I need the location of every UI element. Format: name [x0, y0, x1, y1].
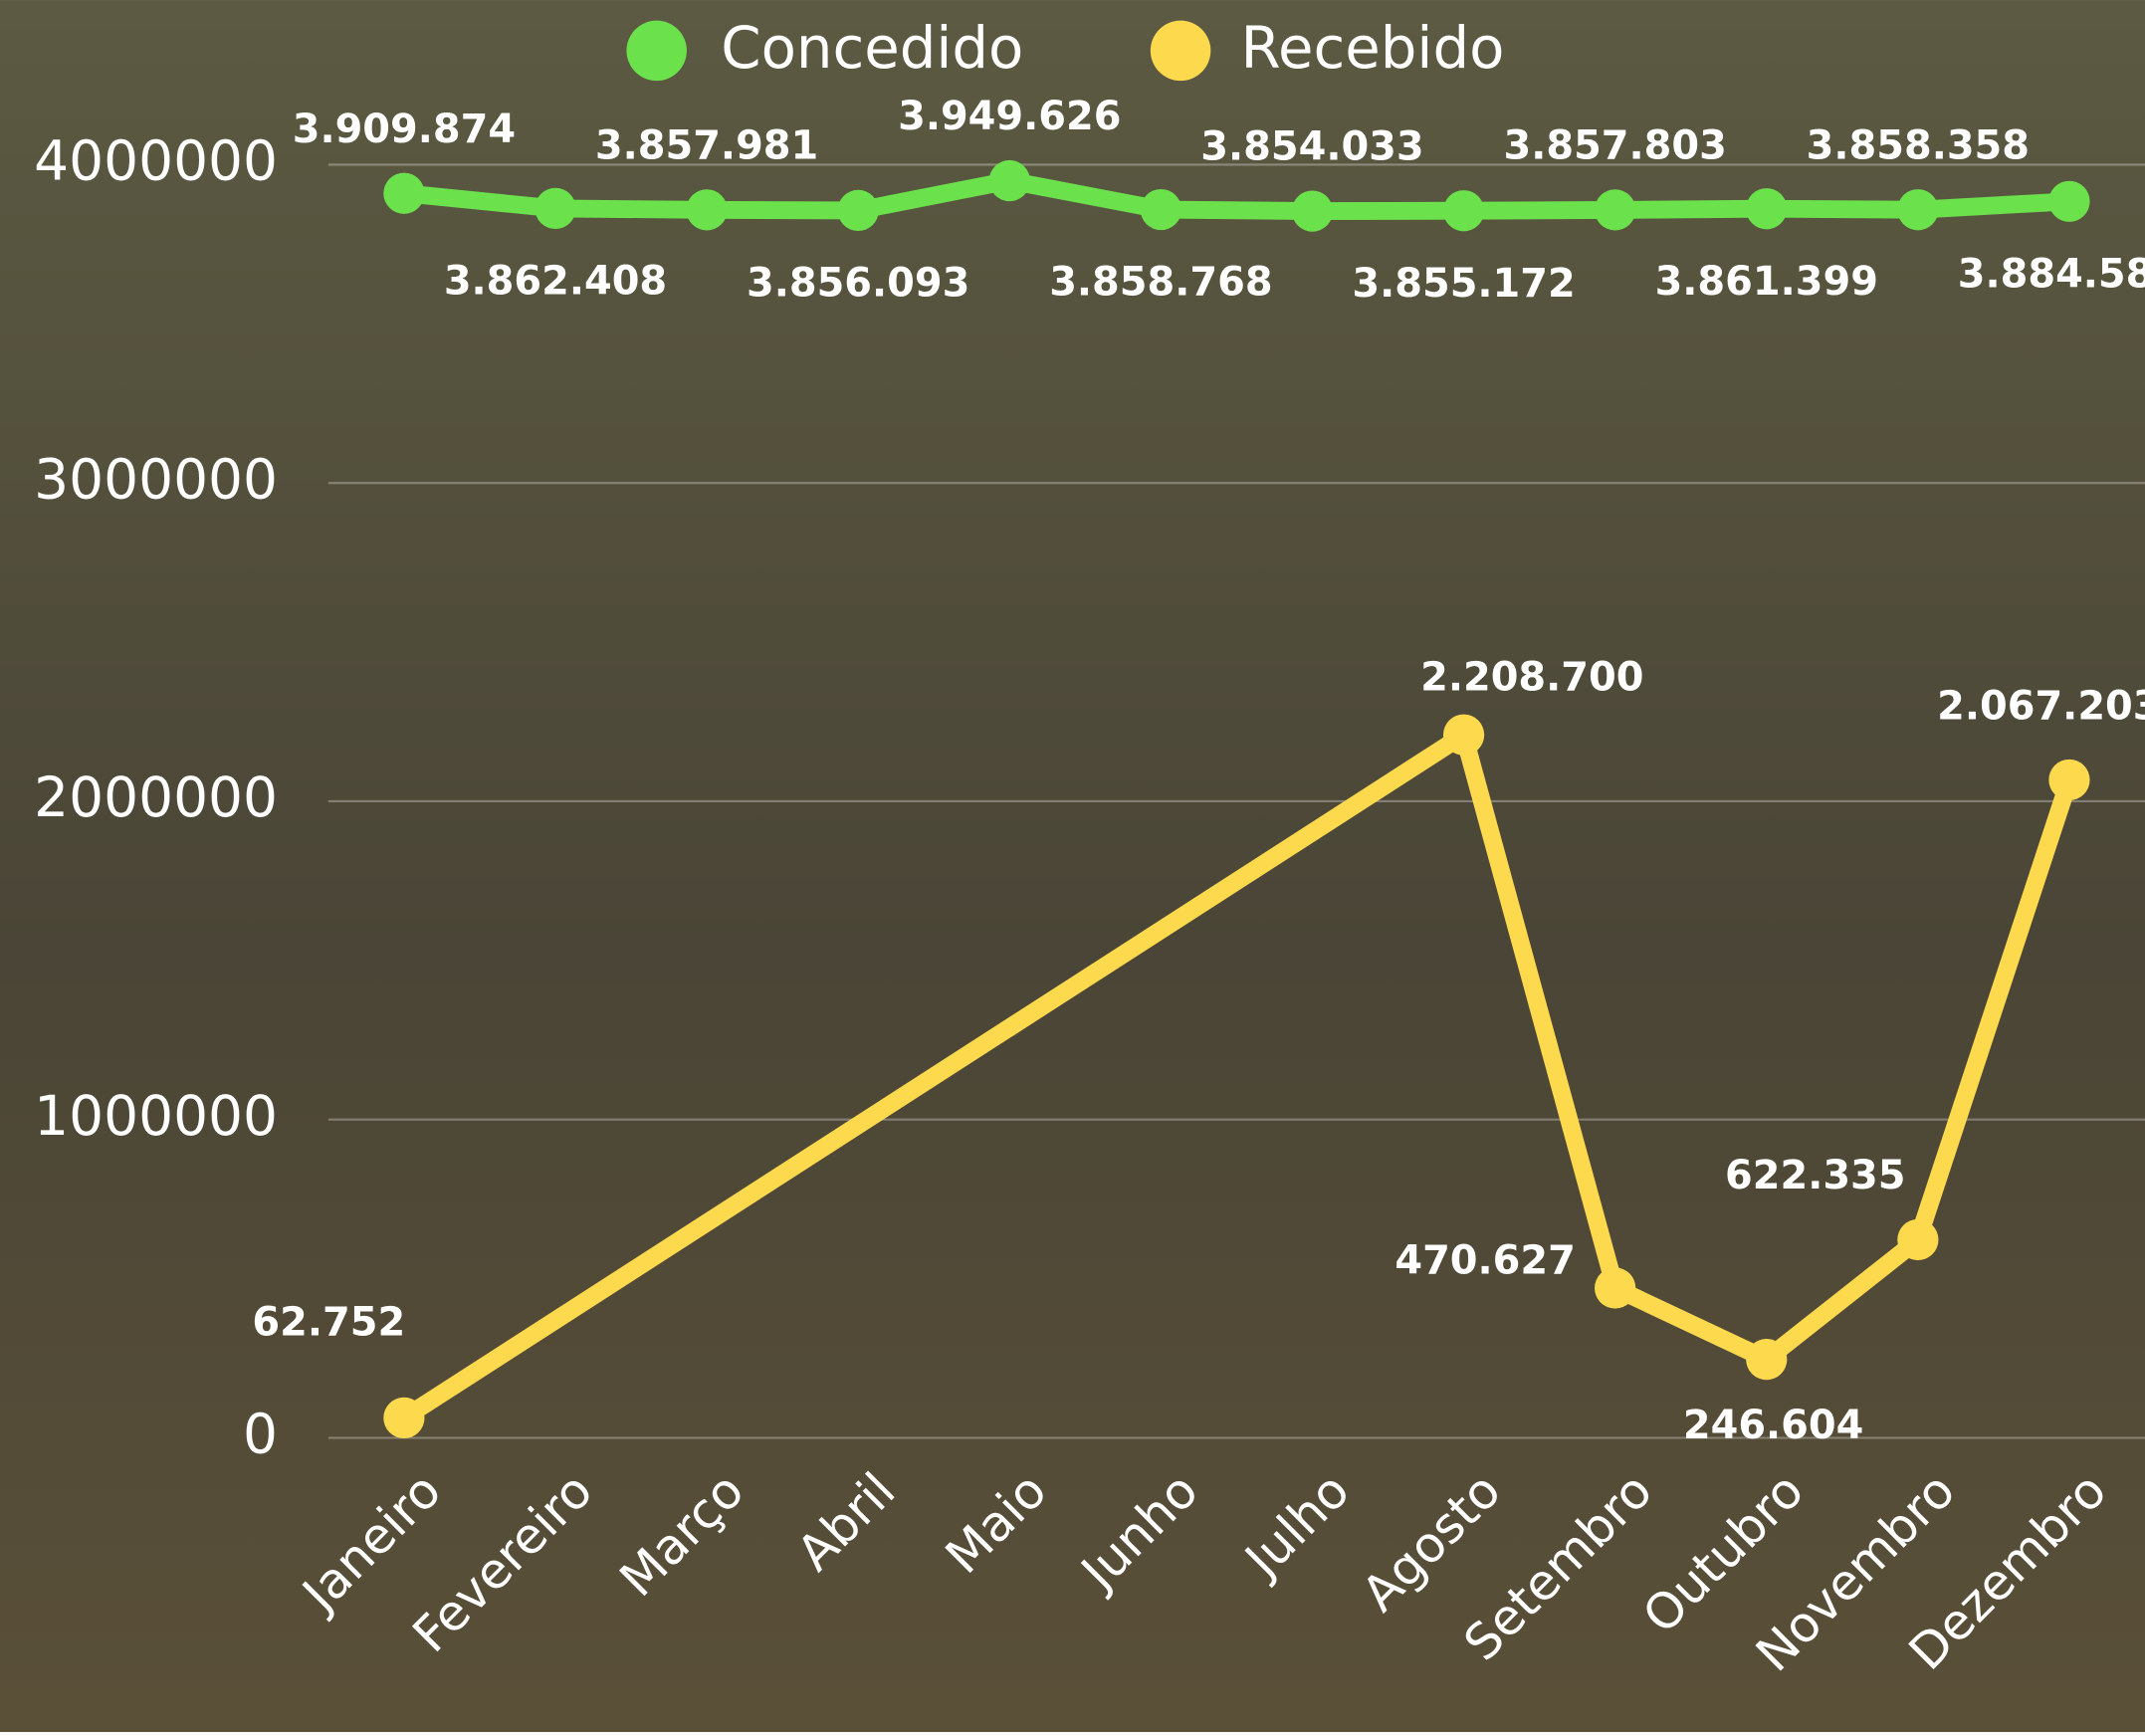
legend-swatch: [626, 20, 687, 82]
data-label: 3.855.172: [1352, 261, 1575, 307]
y-tick-label: 1000000: [34, 1084, 278, 1148]
data-point: [1140, 188, 1181, 231]
legend-label: Recebido: [1241, 14, 1505, 82]
data-point: [1595, 1267, 1636, 1309]
data-label: 3.861.399: [1655, 259, 1878, 305]
legend-label: Concedido: [721, 14, 1023, 82]
y-tick-label: 4000000: [34, 129, 278, 193]
data-label: 3.949.626: [898, 94, 1121, 139]
data-label: 2.208.700: [1420, 655, 1643, 701]
y-tick-label: 3000000: [34, 447, 278, 511]
data-point: [1746, 188, 1788, 230]
data-label: 3.862.408: [444, 258, 667, 304]
data-point: [686, 189, 728, 231]
data-point: [1291, 190, 1334, 232]
data-point: [383, 1397, 425, 1439]
data-point: [1897, 189, 1939, 231]
data-label: 3.857.803: [1503, 123, 1726, 169]
data-point: [1442, 714, 1485, 756]
data-label: 246.604: [1683, 1403, 1863, 1448]
data-point: [1746, 1339, 1788, 1381]
data-label: 622.335: [1725, 1153, 1905, 1198]
y-tick-label: 2000000: [34, 765, 278, 829]
series-line: [399, 726, 2078, 1425]
data-label: 3.856.093: [747, 261, 969, 307]
data-label: 3.854.033: [1200, 124, 1423, 170]
data-label: 3.909.874: [293, 107, 516, 152]
data-label: 470.627: [1394, 1238, 1575, 1284]
data-point: [1595, 189, 1636, 231]
data-point: [1442, 190, 1485, 232]
series-line: [403, 171, 2070, 221]
y-tick-label: 0: [243, 1403, 278, 1466]
data-label: 3.858.768: [1049, 260, 1272, 306]
data-point: [837, 189, 879, 232]
data-point: [988, 159, 1030, 202]
data-label: 3.884.582: [1958, 251, 2145, 297]
data-label: 3.858.358: [1807, 122, 2030, 168]
data-point: [1897, 1218, 1939, 1261]
data-label: 3.857.981: [595, 122, 818, 168]
legend-swatch: [1150, 20, 1211, 82]
data-label: 62.752: [252, 1299, 405, 1345]
data-point: [2048, 759, 2090, 801]
data-label: 2.067.203: [1937, 683, 2145, 729]
data-point: [383, 172, 425, 214]
data-point: [535, 187, 576, 230]
data-point: [2048, 180, 2090, 222]
